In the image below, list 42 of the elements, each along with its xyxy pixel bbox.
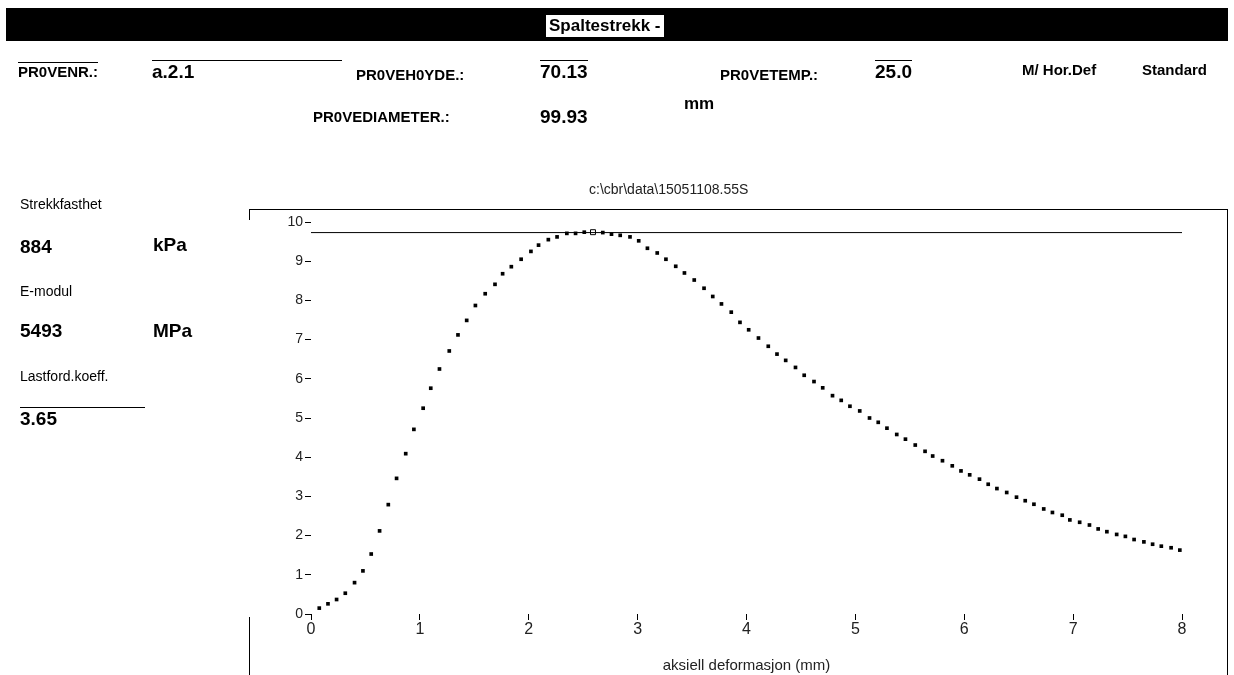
text: Standard <box>1142 61 1208 78</box>
x-tick-label: 4 <box>742 620 752 638</box>
x-tick-label: 0 <box>306 620 316 638</box>
text: PR0VENR.: <box>18 62 99 80</box>
text: 99.93 <box>540 106 588 128</box>
chart-title: Spaltestrekk - <box>546 15 664 37</box>
y-tick-label: 8 <box>295 291 304 308</box>
text: PR0VEH0YDE.: <box>356 66 465 83</box>
y-tick-label: 10 <box>287 212 304 229</box>
x-axis-title: aksiell deformasjon (mm) <box>662 656 831 674</box>
text: mm <box>684 94 715 114</box>
x-tick-label: 5 <box>850 620 860 638</box>
y-tick-label: 2 <box>295 526 304 543</box>
text: Lastford.koeff. <box>20 368 109 384</box>
text: Strekkfasthet <box>20 196 102 212</box>
text: E-modul <box>20 283 73 299</box>
text: 5493 <box>20 320 63 342</box>
x-tick-label: 3 <box>633 620 643 638</box>
text: MPa <box>153 320 193 342</box>
text: PR0VEDIAMETER.: <box>313 108 450 125</box>
text: a.2.1 <box>152 60 342 83</box>
text: kPa <box>153 234 187 256</box>
y-tick-label: 3 <box>295 487 304 504</box>
text: 70.13 <box>540 60 588 83</box>
text: 884 <box>20 236 52 258</box>
text: 25.0 <box>875 60 912 83</box>
text: M/ Hor.Def <box>1022 61 1097 78</box>
y-tick-label: 7 <box>295 330 304 347</box>
text: PR0VETEMP.: <box>720 66 819 83</box>
y-tick-label: 5 <box>295 408 304 425</box>
x-tick-label: 2 <box>524 620 534 638</box>
y-tick-label: 4 <box>295 448 304 465</box>
chart-subtitle: c:\cbr\data\15051108.55S <box>589 181 749 197</box>
y-tick-label: 9 <box>295 252 304 269</box>
y-tick-label: 6 <box>295 369 304 386</box>
text: 3.65 <box>20 407 145 430</box>
y-tick-label: 1 <box>295 565 304 582</box>
y-tick-label: 0 <box>295 604 304 621</box>
x-tick-label: 7 <box>1068 620 1078 638</box>
x-tick-label: 6 <box>959 620 969 638</box>
x-tick-label: 1 <box>415 620 425 638</box>
x-tick-label: 8 <box>1177 620 1187 638</box>
